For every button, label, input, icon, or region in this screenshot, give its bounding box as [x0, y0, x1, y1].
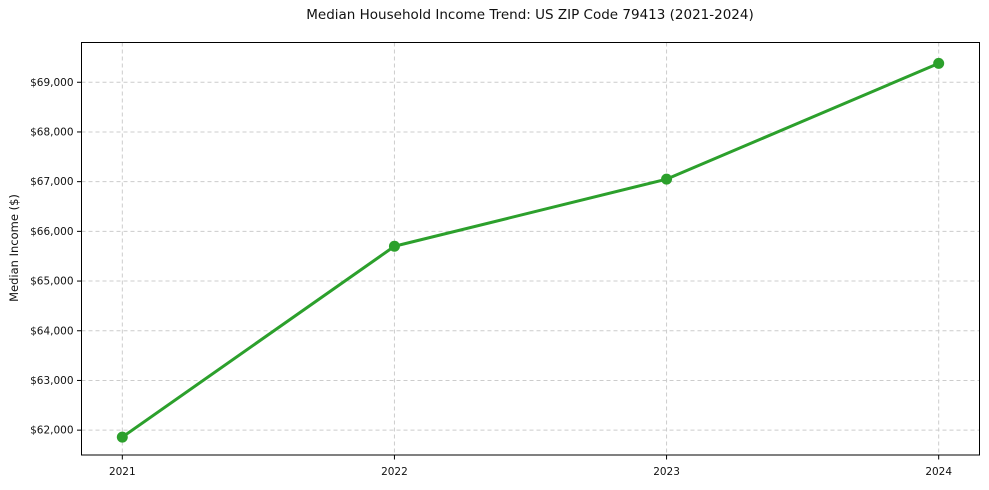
plot-border	[81, 42, 980, 456]
x-tick-label: 2022	[381, 466, 408, 478]
y-tick-label: $68,000	[30, 126, 73, 138]
series-line	[120, 61, 941, 439]
y-tick-label: $67,000	[30, 176, 73, 188]
data-point-2024	[933, 57, 945, 69]
data-point-2023	[661, 173, 673, 185]
y-tick-label: $64,000	[30, 325, 73, 337]
data-point-2021	[116, 431, 128, 443]
x-tick-label: 2023	[653, 466, 680, 478]
data-point-2022	[388, 240, 400, 252]
y-tick-label: $65,000	[30, 276, 73, 288]
y-tick-label: $62,000	[30, 425, 73, 437]
y-tick-label: $66,000	[30, 226, 73, 238]
x-tick-label: 2024	[925, 466, 952, 478]
x-tick-label: 2021	[109, 466, 136, 478]
y-tick-label: $69,000	[30, 77, 73, 89]
y-tick-label: $63,000	[30, 375, 73, 387]
chart-title: Median Household Income Trend: US ZIP Co…	[306, 7, 754, 23]
